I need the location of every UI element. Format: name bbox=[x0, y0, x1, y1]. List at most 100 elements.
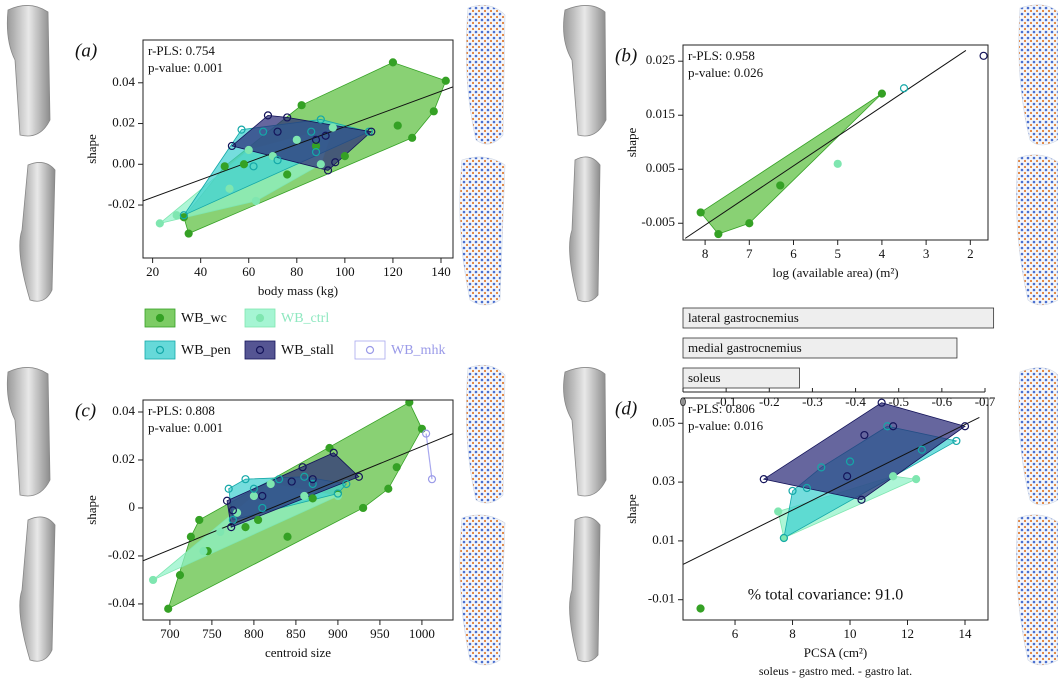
y-tick-label: 0.04 bbox=[112, 403, 135, 418]
data-point bbox=[843, 472, 852, 481]
x-tick-label: -0.2 bbox=[759, 394, 780, 409]
annotation: p-value: 0.026 bbox=[688, 65, 764, 80]
data-point bbox=[216, 527, 225, 537]
data-point bbox=[164, 604, 173, 613]
data-point bbox=[287, 477, 296, 486]
annotation: r-PLS: 0.808 bbox=[148, 403, 215, 418]
data-point bbox=[329, 448, 338, 457]
x-axis-sublabel: soleus - gastro med. - gastro lat. bbox=[759, 664, 912, 678]
bone-images bbox=[6, 5, 607, 663]
y-tick-label: 0 bbox=[129, 499, 136, 514]
annotation: p-value: 0.016 bbox=[688, 418, 764, 433]
y-tick-label: -0.04 bbox=[108, 595, 136, 610]
data-point bbox=[802, 483, 811, 493]
legend-label: WB_wc bbox=[181, 311, 227, 326]
data-point bbox=[298, 463, 307, 472]
data-point bbox=[241, 523, 250, 532]
data-point bbox=[227, 141, 237, 151]
x-tick-label: 950 bbox=[370, 626, 390, 641]
data-point bbox=[774, 507, 783, 516]
plot-area bbox=[143, 58, 453, 238]
data-point bbox=[308, 479, 317, 489]
data-point bbox=[244, 145, 253, 155]
legend-marker bbox=[255, 313, 265, 323]
data-point bbox=[860, 430, 869, 440]
regression-line bbox=[143, 86, 453, 202]
x-tick-label: -0.5 bbox=[888, 394, 909, 409]
x-tick-label: -0.6 bbox=[932, 394, 953, 409]
plot-area bbox=[684, 49, 988, 239]
data-point bbox=[429, 107, 438, 116]
y-tick-label: 0.03 bbox=[652, 473, 675, 488]
data-point bbox=[155, 219, 164, 228]
y-tick-label: 0.015 bbox=[646, 106, 675, 121]
data-point bbox=[300, 491, 309, 501]
data-point bbox=[384, 484, 393, 493]
data-point bbox=[388, 58, 398, 67]
data-point bbox=[321, 131, 330, 140]
data-point bbox=[274, 475, 284, 484]
x-tick-label: 3 bbox=[923, 246, 930, 261]
data-point bbox=[917, 445, 926, 454]
panel-label: (c) bbox=[75, 400, 96, 421]
regression-line bbox=[683, 416, 980, 565]
y-tick-label: 0.04 bbox=[112, 74, 135, 89]
x-tick-label: 40 bbox=[194, 264, 207, 279]
data-point bbox=[696, 208, 705, 217]
data-point bbox=[316, 115, 325, 124]
data-point bbox=[172, 211, 181, 220]
data-point bbox=[300, 472, 309, 481]
bar-label: medial gastrocnemius bbox=[688, 340, 802, 355]
data-point bbox=[308, 494, 317, 503]
data-point bbox=[857, 495, 866, 504]
annotation: r-PLS: 0.754 bbox=[148, 43, 215, 58]
data-point bbox=[328, 123, 337, 132]
data-point bbox=[441, 76, 450, 85]
data-point bbox=[316, 160, 325, 169]
data-point bbox=[323, 166, 333, 175]
x-tick-label: 100 bbox=[335, 264, 355, 279]
data-point bbox=[175, 571, 185, 580]
footnote: % total covariance: 91.0 bbox=[748, 587, 904, 604]
data-point bbox=[259, 127, 268, 136]
x-tick-label: 4 bbox=[879, 246, 886, 261]
data-point bbox=[696, 604, 705, 613]
y-tick-label: 0.02 bbox=[112, 451, 135, 466]
data-point bbox=[311, 135, 321, 144]
x-tick-label: 140 bbox=[431, 264, 451, 279]
x-axis-label: centroid size bbox=[265, 645, 331, 660]
x-tick-label: 700 bbox=[160, 626, 180, 641]
x-tick-label: 8 bbox=[789, 626, 796, 641]
data-point bbox=[249, 491, 258, 501]
legend-marker bbox=[155, 345, 165, 355]
data-point bbox=[241, 475, 250, 484]
x-tick-label: -0.1 bbox=[716, 394, 737, 409]
data-point bbox=[883, 422, 892, 431]
y-tick-label: -0.02 bbox=[108, 196, 135, 211]
legend-swatch bbox=[354, 340, 386, 360]
group-hull bbox=[700, 93, 883, 235]
y-tick-label: 0.02 bbox=[112, 115, 135, 130]
data-point bbox=[283, 532, 292, 541]
data-point bbox=[297, 101, 306, 110]
data-point bbox=[779, 533, 789, 543]
data-point bbox=[427, 475, 437, 484]
data-point bbox=[845, 457, 855, 466]
data-point bbox=[422, 429, 431, 438]
data-point bbox=[258, 491, 267, 501]
data-point bbox=[333, 489, 343, 498]
x-tick-label: 8 bbox=[702, 246, 709, 261]
data-point bbox=[283, 170, 292, 179]
data-point bbox=[408, 133, 417, 142]
mesh-images bbox=[459, 4, 1058, 666]
data-point bbox=[877, 89, 887, 98]
data-point bbox=[220, 162, 229, 171]
data-point bbox=[225, 184, 234, 193]
group-hull bbox=[425, 433, 433, 480]
legend-marker bbox=[255, 345, 265, 355]
data-point bbox=[952, 436, 961, 446]
data-point bbox=[359, 503, 368, 513]
data-point bbox=[889, 472, 898, 481]
x-tick-label: 2 bbox=[967, 246, 974, 261]
x-axis-label: PCSA (cm²) bbox=[804, 645, 868, 660]
